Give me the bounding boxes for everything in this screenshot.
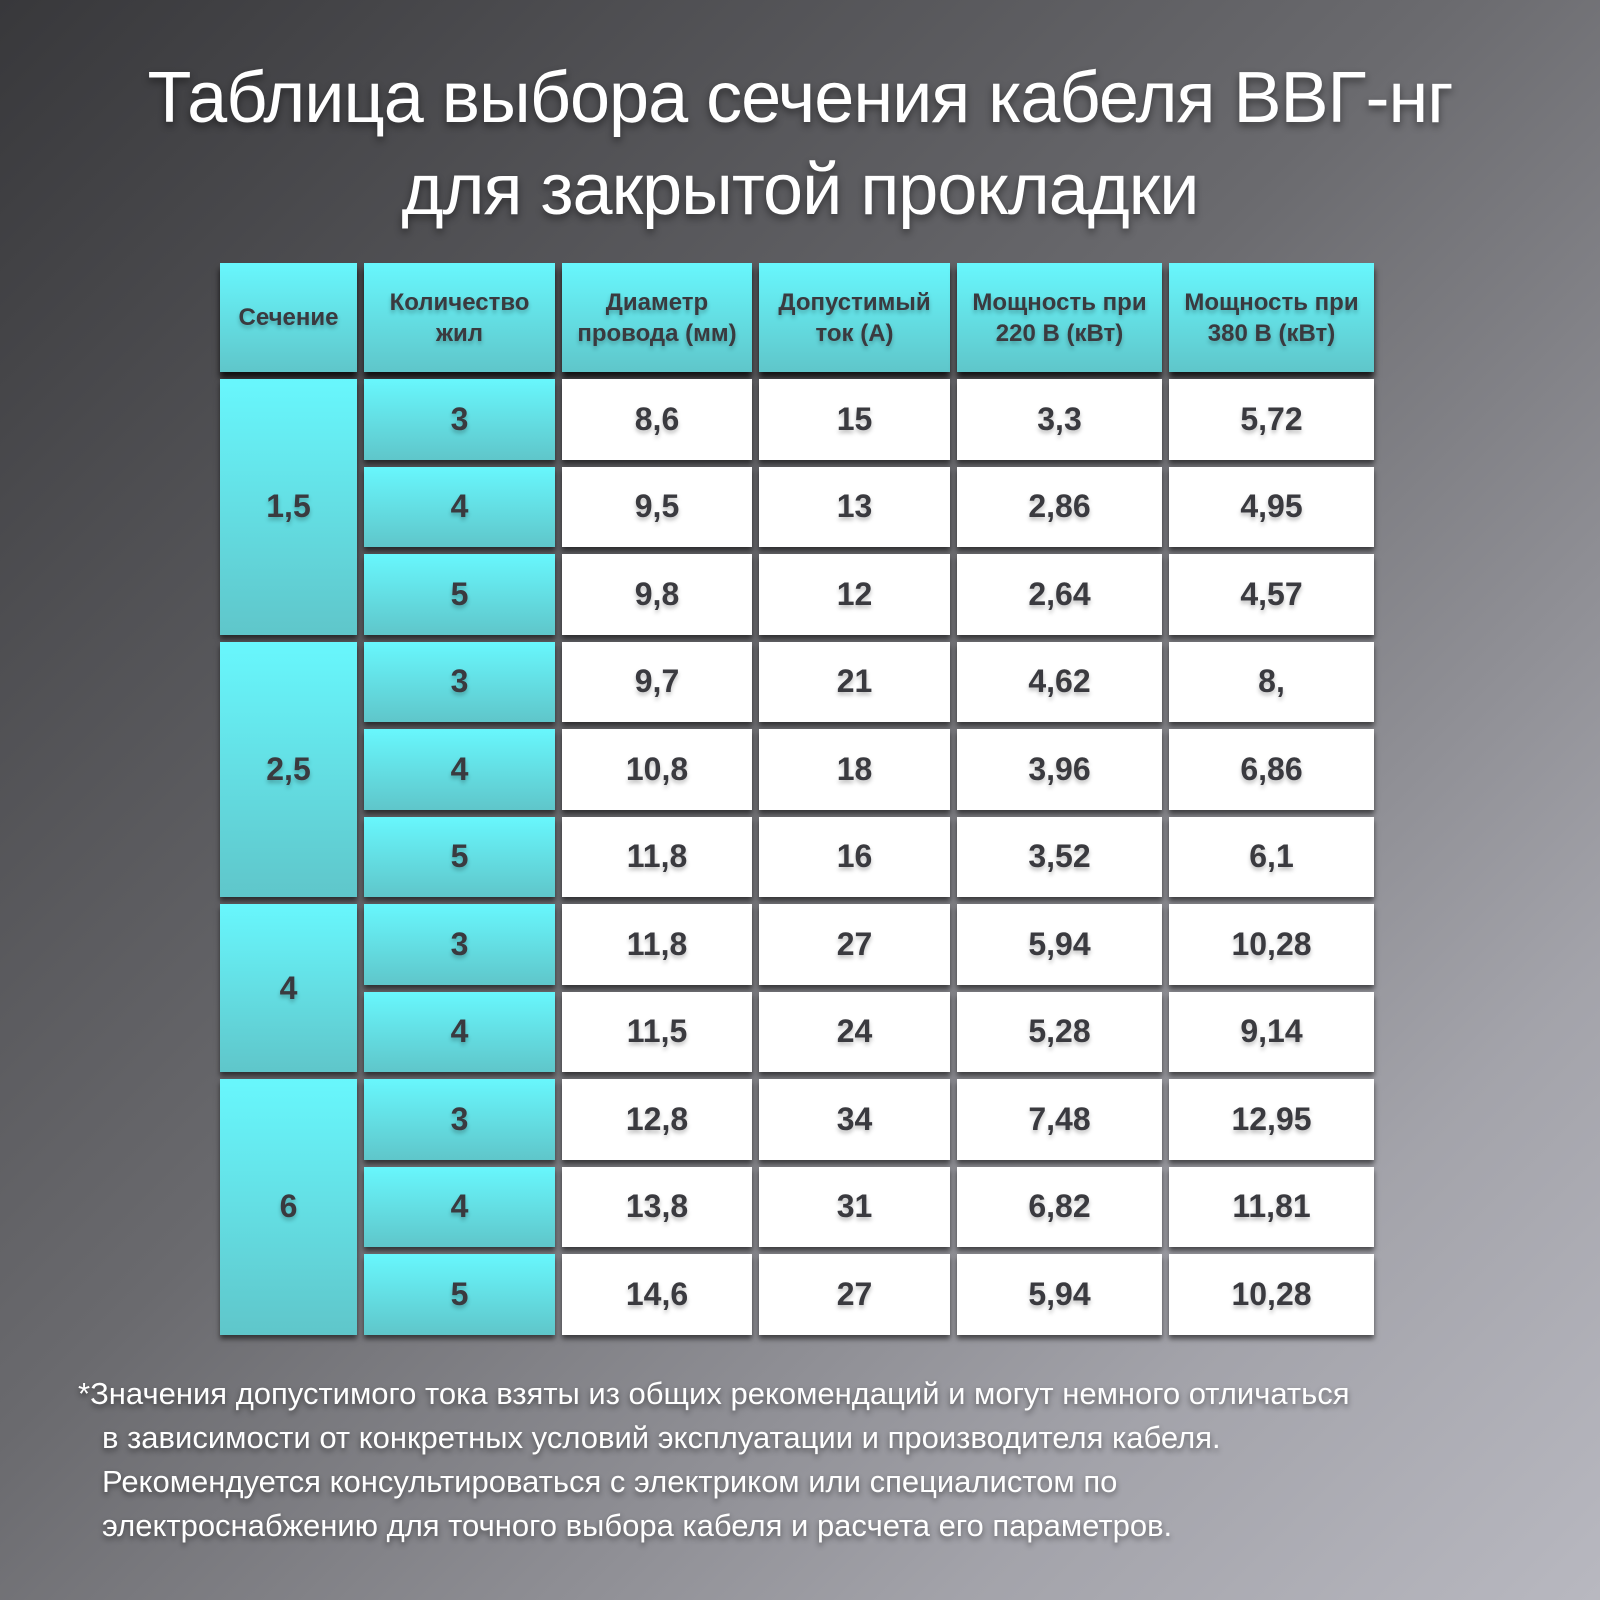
column-header: Допустимый ток (А): [759, 263, 950, 372]
table-cell: 2,86: [957, 466, 1162, 547]
table-cell: 7,48: [957, 1079, 1162, 1160]
table-cell: 9,5: [562, 466, 752, 547]
cores-cell: 4: [364, 1166, 555, 1247]
table-cell: 11,5: [562, 991, 752, 1072]
table-cell: 2,64: [957, 554, 1162, 635]
section-cell: 2,5: [220, 641, 357, 897]
table-cell: 13: [759, 466, 950, 547]
table-cell: 5,72: [1169, 379, 1374, 460]
table-cell: 12: [759, 554, 950, 635]
table-cell: 5,94: [957, 904, 1162, 985]
table-cell: 16: [759, 816, 950, 897]
table-cell: 10,28: [1169, 904, 1374, 985]
table-cell: 3,96: [957, 729, 1162, 810]
table-cell: 31: [759, 1166, 950, 1247]
cores-cell: 3: [364, 379, 555, 460]
column-header: Мощность при 380 В (кВт): [1169, 263, 1374, 372]
cores-cell: 5: [364, 554, 555, 635]
cores-cell: 5: [364, 816, 555, 897]
cores-cell: 4: [364, 466, 555, 547]
table-cell: 9,8: [562, 554, 752, 635]
table-cell: 21: [759, 641, 950, 722]
table-cell: 34: [759, 1079, 950, 1160]
section-cell: 6: [220, 1079, 357, 1335]
table-cell: 13,8: [562, 1166, 752, 1247]
table-cell: 6,86: [1169, 729, 1374, 810]
table-cell: 11,8: [562, 816, 752, 897]
footnote: *Значения допустимого тока взяты из общи…: [78, 1372, 1350, 1548]
table-cell: 15: [759, 379, 950, 460]
table-cell: 10,28: [1169, 1254, 1374, 1335]
column-header: Количество жил: [364, 263, 555, 372]
table-cell: 3,52: [957, 816, 1162, 897]
cores-cell: 3: [364, 1079, 555, 1160]
column-header: Диаметр провода (мм): [562, 263, 752, 372]
table-cell: 12,8: [562, 1079, 752, 1160]
title-line-1: Таблица выбора сечения кабеля ВВГ-нг: [147, 58, 1453, 138]
table-cell: 4,57: [1169, 554, 1374, 635]
table-cell: 5,94: [957, 1254, 1162, 1335]
cable-table: Сечение Количество жил Диаметр провода (мм…: [220, 263, 1374, 1335]
footnote-line: *Значения допустимого тока взяты из общи…: [78, 1376, 1350, 1411]
cores-cell: 4: [364, 729, 555, 810]
title-line-2: для закрытой прокладки: [401, 150, 1200, 230]
column-header: Сечение: [220, 263, 357, 372]
table-cell: 8,6: [562, 379, 752, 460]
table-cell: 27: [759, 904, 950, 985]
page-title: Таблица выбора сечения кабеля ВВГ-нг для…: [0, 52, 1600, 236]
table-cell: 9,7: [562, 641, 752, 722]
table-cell: 6,82: [957, 1166, 1162, 1247]
section-cell: 4: [220, 904, 357, 1072]
table-cell: 10,8: [562, 729, 752, 810]
table-cell: 11,81: [1169, 1166, 1374, 1247]
cores-cell: 4: [364, 991, 555, 1072]
table-cell: 5,28: [957, 991, 1162, 1072]
footnote-line: в зависимости от конкретных условий эксп…: [102, 1420, 1221, 1455]
table-cell: 18: [759, 729, 950, 810]
footnote-line: электроснабжению для точного выбора кабе…: [102, 1508, 1173, 1543]
column-header: Мощность при 220 В (кВт): [957, 263, 1162, 372]
table-cell: 11,8: [562, 904, 752, 985]
table-cell: 8,: [1169, 641, 1374, 722]
table-cell: 4,95: [1169, 466, 1374, 547]
cores-cell: 5: [364, 1254, 555, 1335]
section-cell: 1,5: [220, 379, 357, 635]
footnote-line: Рекомендуется консультироваться с электр…: [102, 1464, 1118, 1499]
cores-cell: 3: [364, 904, 555, 985]
table-cell: 24: [759, 991, 950, 1072]
table-cell: 4,62: [957, 641, 1162, 722]
table-cell: 3,3: [957, 379, 1162, 460]
table-cell: 12,95: [1169, 1079, 1374, 1160]
table-cell: 14,6: [562, 1254, 752, 1335]
cores-cell: 3: [364, 641, 555, 722]
table-cell: 9,14: [1169, 991, 1374, 1072]
table-cell: 6,1: [1169, 816, 1374, 897]
table-cell: 27: [759, 1254, 950, 1335]
